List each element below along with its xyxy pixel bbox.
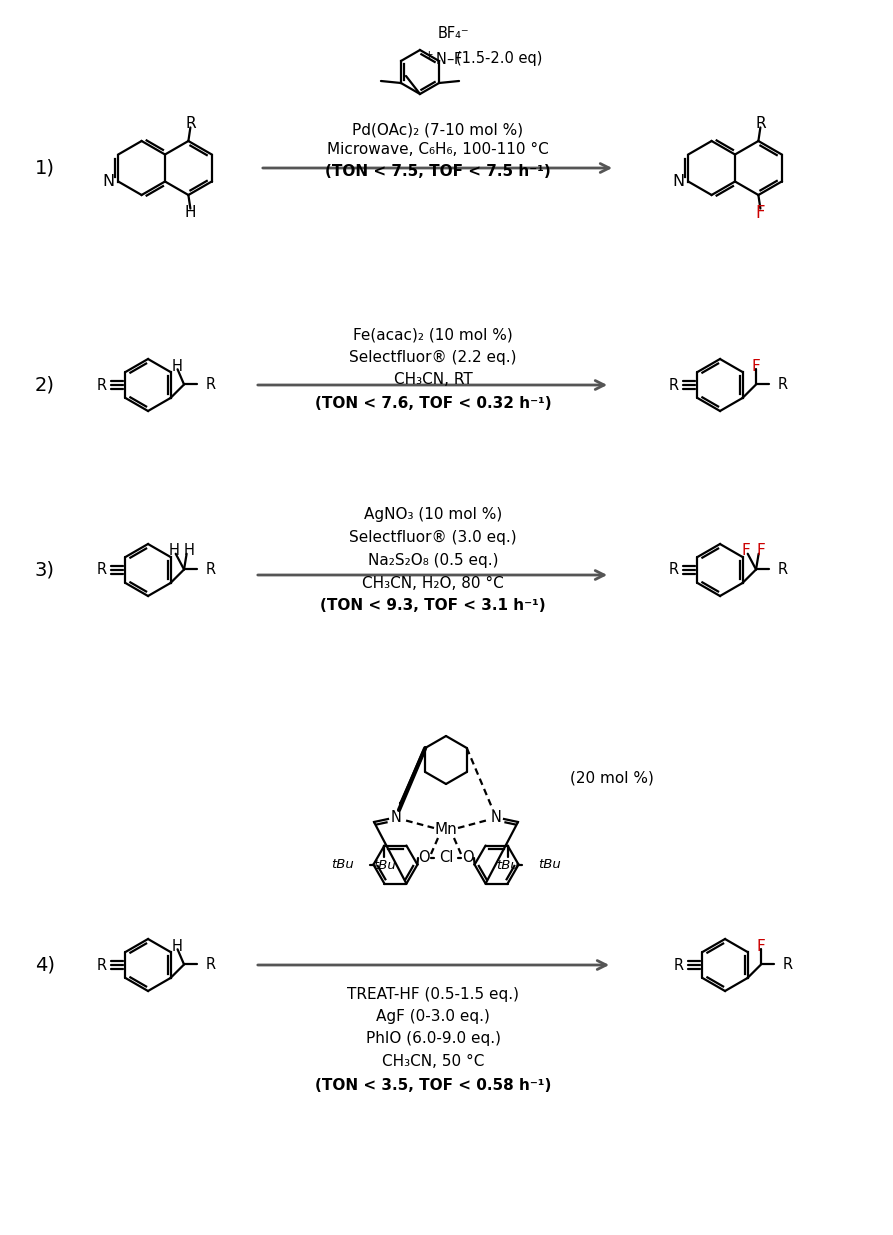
Text: F: F <box>756 543 765 558</box>
Text: R: R <box>755 116 765 131</box>
Text: tBu: tBu <box>373 860 396 872</box>
Text: N: N <box>102 174 114 189</box>
Text: R: R <box>185 116 196 131</box>
Text: (1.5-2.0 eq): (1.5-2.0 eq) <box>456 52 542 67</box>
Text: R: R <box>673 957 683 972</box>
Text: O: O <box>463 851 474 866</box>
Text: 3): 3) <box>35 561 55 579</box>
Text: N: N <box>390 810 402 825</box>
Text: H: H <box>168 543 179 558</box>
Text: N: N <box>672 174 684 189</box>
Text: PhIO (6.0-9.0 eq.): PhIO (6.0-9.0 eq.) <box>365 1031 500 1046</box>
Text: R: R <box>782 957 792 972</box>
Text: 1): 1) <box>35 158 55 178</box>
Text: H: H <box>172 359 183 374</box>
Text: R: R <box>96 378 106 393</box>
Text: CH₃CN, H₂O, 80 °C: CH₃CN, H₂O, 80 °C <box>363 576 504 590</box>
Text: N: N <box>490 810 502 825</box>
Text: R: R <box>205 562 215 577</box>
Text: Selectfluor® (3.0 eq.): Selectfluor® (3.0 eq.) <box>349 530 517 545</box>
Text: $^+$N–F: $^+$N–F <box>422 51 463 68</box>
Text: H: H <box>183 543 194 558</box>
Text: Selectfluor® (2.2 eq.): Selectfluor® (2.2 eq.) <box>349 350 517 364</box>
Text: F: F <box>755 204 765 221</box>
Text: H: H <box>185 205 196 220</box>
Text: Na₂S₂O₈ (0.5 eq.): Na₂S₂O₈ (0.5 eq.) <box>368 553 498 568</box>
Text: AgNO₃ (10 mol %): AgNO₃ (10 mol %) <box>363 508 502 522</box>
Text: AgF (0-3.0 eq.): AgF (0-3.0 eq.) <box>376 1009 490 1025</box>
Text: R: R <box>668 562 679 578</box>
Text: tBu: tBu <box>538 858 562 871</box>
Text: Mn: Mn <box>435 823 457 837</box>
Text: (TON < 7.5, TOF < 7.5 h⁻¹): (TON < 7.5, TOF < 7.5 h⁻¹) <box>325 164 551 179</box>
Text: Microwave, C₆H₆, 100-110 °C: Microwave, C₆H₆, 100-110 °C <box>327 142 549 158</box>
Text: F: F <box>756 939 765 953</box>
Text: R: R <box>205 957 215 972</box>
Text: BF₄⁻: BF₄⁻ <box>438 26 470 42</box>
Text: (TON < 9.3, TOF < 3.1 h⁻¹): (TON < 9.3, TOF < 3.1 h⁻¹) <box>321 599 546 614</box>
Text: H: H <box>172 939 183 953</box>
Text: F: F <box>741 543 750 558</box>
Text: F: F <box>752 359 761 374</box>
Text: R: R <box>96 562 106 578</box>
Text: tBu: tBu <box>330 858 354 871</box>
Text: Fe(acac)₂ (10 mol %): Fe(acac)₂ (10 mol %) <box>353 327 513 342</box>
Text: 4): 4) <box>35 956 55 974</box>
Text: CH₃CN, 50 °C: CH₃CN, 50 °C <box>382 1053 484 1068</box>
Text: CH₃CN, RT: CH₃CN, RT <box>394 373 472 388</box>
Text: (TON < 7.6, TOF < 0.32 h⁻¹): (TON < 7.6, TOF < 0.32 h⁻¹) <box>314 395 551 410</box>
Text: Cl: Cl <box>438 851 453 866</box>
Text: R: R <box>777 562 788 577</box>
Text: R: R <box>777 377 788 391</box>
Text: R: R <box>668 378 679 393</box>
Text: O: O <box>418 851 430 866</box>
Text: TREAT-HF (0.5-1.5 eq.): TREAT-HF (0.5-1.5 eq.) <box>347 988 519 1003</box>
Text: (20 mol %): (20 mol %) <box>570 771 654 785</box>
Text: 2): 2) <box>35 375 55 394</box>
Text: R: R <box>205 377 215 391</box>
Text: tBu: tBu <box>497 860 519 872</box>
Text: R: R <box>96 957 106 972</box>
Text: (TON < 3.5, TOF < 0.58 h⁻¹): (TON < 3.5, TOF < 0.58 h⁻¹) <box>315 1077 551 1093</box>
Text: Pd(OAc)₂ (7-10 mol %): Pd(OAc)₂ (7-10 mol %) <box>353 122 523 137</box>
